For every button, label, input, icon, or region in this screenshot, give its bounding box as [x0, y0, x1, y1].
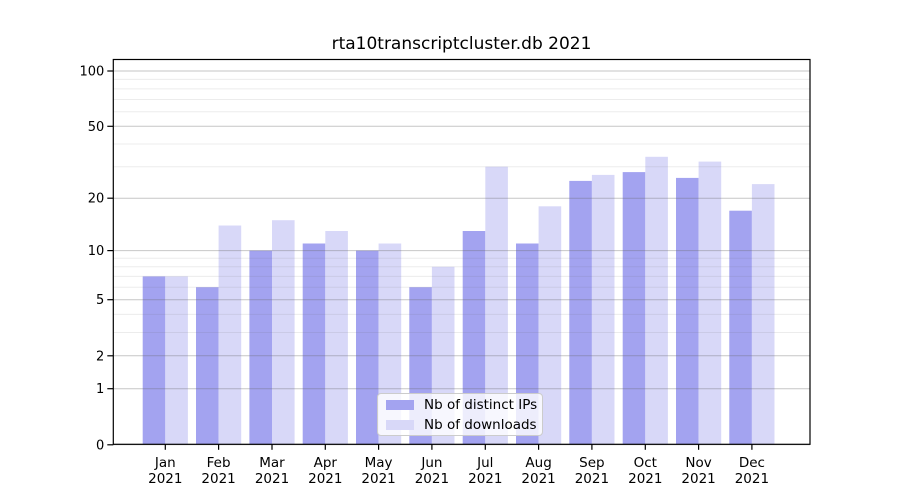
y-tick-label-50: 50: [88, 120, 105, 135]
x-tick-label-year-mar: 2021: [255, 471, 289, 487]
x-tick-label-year-feb: 2021: [201, 471, 235, 487]
x-tick-label-month-jun: Jun: [420, 455, 442, 471]
bar-downloads-sep: [591, 174, 615, 445]
legend-item-distinct-ips: Nb of distinct IPs: [386, 396, 538, 413]
y-tick-label-20: 20: [88, 192, 105, 207]
bar-distinct-ips-nov: [676, 177, 699, 445]
bar-distinct-ips-jan: [142, 276, 166, 445]
legend-label-downloads: Nb of downloads: [424, 416, 537, 433]
x-tick-label-month-nov: Nov: [685, 455, 711, 471]
x-axis: Jan2021Feb2021Mar2021Apr2021May2021Jun20…: [148, 444, 769, 487]
bar-distinct-ips-dec: [729, 210, 752, 445]
y-axis: 0 1 2 5 10 20 50 100: [79, 65, 114, 453]
y-tick-label-10: 10: [88, 244, 105, 259]
bar-downloads-apr: [325, 231, 348, 445]
x-tick-label-year-jun: 2021: [415, 471, 449, 487]
legend: Nb of distinct IPs Nb of downloads: [377, 393, 543, 436]
x-tick-label-year-apr: 2021: [308, 471, 342, 487]
bar-downloads-dec: [751, 184, 775, 445]
x-tick-label-month-sep: Sep: [579, 455, 604, 471]
bar-downloads-jan: [165, 276, 188, 445]
bar-downloads-feb: [218, 225, 242, 445]
x-tick-label-month-apr: Apr: [314, 455, 338, 471]
bar-distinct-ips-apr: [302, 243, 326, 445]
x-tick-label-month-feb: Feb: [207, 455, 231, 471]
bar-downloads-nov: [698, 161, 722, 445]
x-tick-label-year-aug: 2021: [521, 471, 555, 487]
bar-distinct-ips-may: [356, 250, 379, 445]
x-tick-label-month-may: May: [365, 455, 393, 471]
bar-distinct-ips-feb: [196, 287, 219, 445]
x-tick-label-year-dec: 2021: [735, 471, 769, 487]
legend-label-distinct-ips: Nb of distinct IPs: [424, 396, 538, 413]
x-tick-label-year-jan: 2021: [148, 471, 182, 487]
minor-gridlines: [113, 78, 810, 333]
x-tick-label-month-dec: Dec: [739, 455, 765, 471]
bar-distinct-ips-sep: [569, 180, 592, 445]
bar-downloads-oct: [645, 156, 668, 445]
x-tick-label-year-may: 2021: [361, 471, 395, 487]
x-tick-label-year-nov: 2021: [681, 471, 715, 487]
x-tick-label-month-jan: Jan: [154, 455, 176, 471]
bar-distinct-ips-mar: [249, 250, 272, 445]
bar-downloads-mar: [272, 220, 295, 445]
bars-group: [142, 156, 775, 445]
x-tick-label-year-oct: 2021: [628, 471, 662, 487]
legend-item-downloads: Nb of downloads: [386, 416, 537, 433]
bar-downloads-aug: [538, 206, 562, 445]
x-tick-label-month-oct: Oct: [634, 455, 657, 471]
x-tick-label-month-jul: Jul: [476, 455, 493, 471]
legend-swatch-distinct-ips: [386, 399, 414, 410]
axes-frame: [112, 58, 811, 445]
y-tick-label-1: 1: [96, 382, 104, 397]
x-tick-label-year-sep: 2021: [575, 471, 609, 487]
y-tick-label-100: 100: [79, 65, 104, 80]
legend-swatch-downloads: [386, 419, 414, 430]
x-tick-label-month-aug: Aug: [525, 455, 551, 471]
chart-title: rta10transcriptcluster.db 2021: [331, 34, 592, 54]
major-gridlines: [113, 70, 810, 446]
x-tick-label-year-jul: 2021: [468, 471, 502, 487]
bar-distinct-ips-jul: [462, 231, 486, 445]
y-tick-label-0: 0: [96, 438, 104, 453]
y-tick-label-2: 2: [96, 349, 104, 364]
bar-distinct-ips-oct: [622, 172, 646, 445]
bar-downloads-jul: [485, 166, 508, 445]
y-tick-label-5: 5: [96, 293, 104, 308]
x-tick-label-month-mar: Mar: [259, 455, 285, 471]
